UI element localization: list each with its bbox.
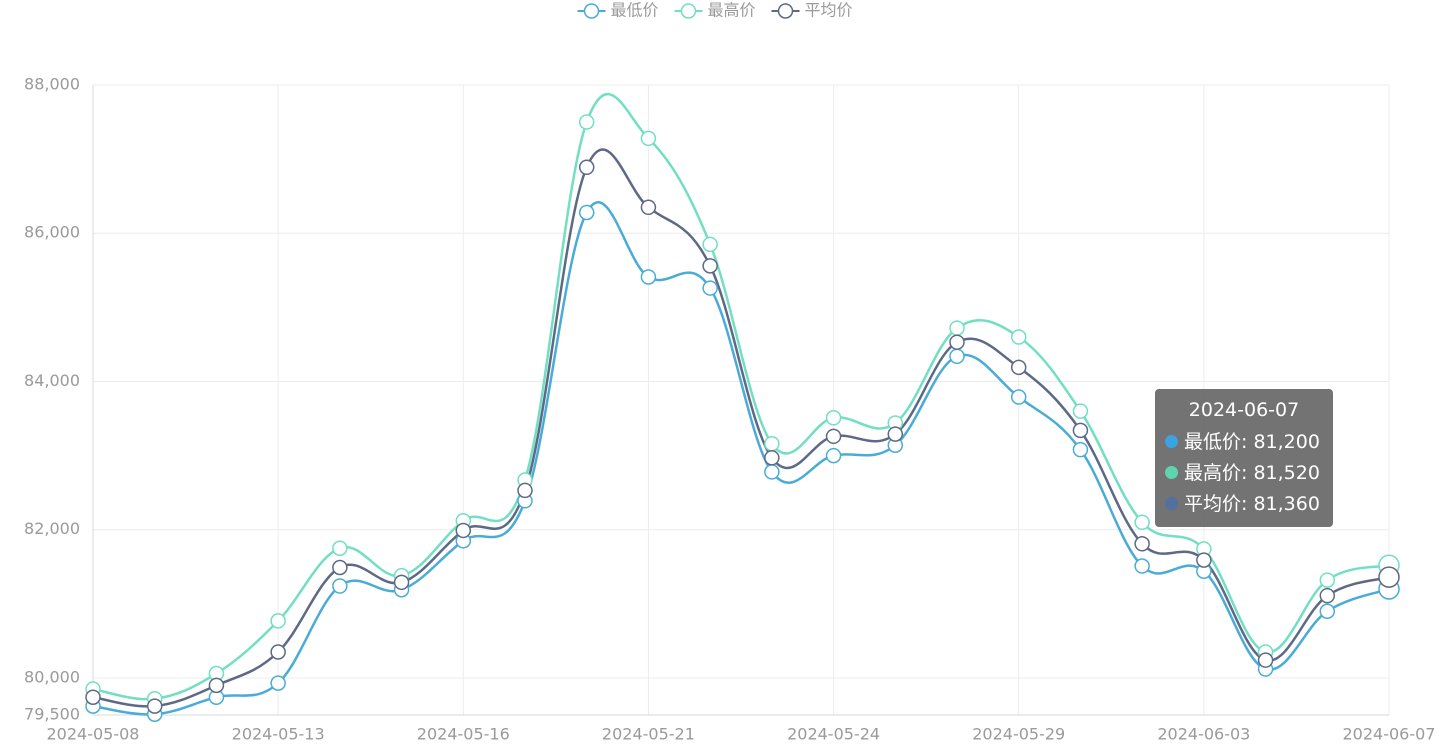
data-point — [764, 435, 780, 452]
data-point — [1072, 441, 1089, 458]
tooltip-value: 81,360 — [1241, 493, 1320, 515]
tooltip-row: 平均价81,360 — [1165, 489, 1333, 520]
data-point — [1319, 603, 1336, 619]
data-point — [1134, 536, 1150, 552]
x-tick-label: 2024-05-08 — [47, 725, 140, 744]
data-point — [208, 677, 225, 694]
y-tick-label: 82,000 — [24, 519, 80, 538]
tooltip-title: 2024-06-07 — [1188, 399, 1300, 421]
data-point — [332, 578, 348, 594]
tooltip-name: 最高价 — [1184, 462, 1242, 484]
data-point — [640, 130, 657, 147]
data-point — [764, 450, 780, 466]
data-point — [517, 482, 533, 499]
data-point — [1010, 389, 1027, 405]
tooltip-name: 平均价 — [1184, 493, 1242, 515]
data-point — [1134, 514, 1150, 531]
data-point — [949, 320, 965, 336]
data-point — [270, 613, 286, 629]
tooltip-name: 最低价 — [1184, 431, 1242, 453]
legend-label: 平均价 — [805, 1, 853, 20]
tooltip-dot — [1165, 497, 1178, 510]
y-tick-label: 79,500 — [24, 705, 80, 724]
data-point — [455, 522, 472, 539]
tooltip: 2024-06-07 最低价81,200最高价81,520平均价81,360 — [1155, 389, 1333, 527]
data-point — [825, 428, 842, 445]
y-tick-label: 86,000 — [24, 223, 80, 242]
x-tick-label: 2024-05-13 — [232, 725, 325, 744]
y-tick-label: 84,000 — [24, 371, 80, 390]
y-tick-label: 88,000 — [24, 75, 80, 94]
data-point — [578, 159, 595, 176]
legend-icon — [680, 3, 697, 19]
data-point — [887, 426, 904, 442]
data-point — [1134, 558, 1150, 574]
x-tick-label: 2024-05-16 — [417, 725, 510, 744]
data-point — [146, 698, 163, 714]
tooltip-value: 81,520 — [1241, 462, 1320, 484]
data-point — [702, 280, 718, 296]
data-point — [332, 540, 348, 556]
tooltip-row: 最高价81,520 — [1165, 458, 1333, 489]
tooltip-dot — [1165, 435, 1178, 448]
data-point — [764, 464, 780, 480]
data-point — [1010, 329, 1027, 345]
legend-icon — [583, 3, 600, 19]
data-point — [270, 675, 286, 691]
data-point — [825, 447, 842, 464]
x-tick-label: 2024-06-03 — [1157, 725, 1250, 744]
data-point — [825, 410, 842, 426]
data-point — [702, 258, 718, 274]
y-tick-label: 80,000 — [24, 667, 80, 686]
x-tick-label: 2024-06-07 — [1343, 725, 1436, 744]
data-point — [1010, 359, 1027, 376]
data-point — [1257, 652, 1274, 668]
data-point — [578, 114, 595, 130]
data-point — [270, 644, 286, 660]
x-tick-label: 2024-05-24 — [787, 725, 880, 744]
x-tick-label: 2024-05-21 — [602, 725, 695, 744]
data-point — [949, 348, 965, 365]
tooltip-row: 最低价81,200 — [1165, 427, 1333, 458]
legend-icon — [777, 3, 794, 19]
data-point — [1319, 572, 1336, 588]
data-point — [393, 574, 410, 591]
data-point — [1072, 422, 1089, 439]
legend-label: 最低价 — [611, 1, 659, 20]
tooltip-dot — [1165, 466, 1178, 479]
data-point — [1196, 552, 1212, 568]
x-tick-label: 2024-05-29 — [972, 725, 1065, 744]
data-point — [1072, 403, 1089, 419]
legend-label: 最高价 — [708, 1, 756, 20]
data-point — [332, 559, 348, 576]
data-point — [949, 334, 965, 350]
data-point — [640, 199, 657, 216]
data-point — [1378, 566, 1400, 588]
data-point — [702, 236, 718, 253]
data-point — [578, 204, 595, 221]
tooltip-value: 81,200 — [1241, 431, 1320, 453]
data-point — [640, 269, 657, 285]
data-point — [1319, 587, 1336, 604]
data-point — [85, 689, 101, 705]
